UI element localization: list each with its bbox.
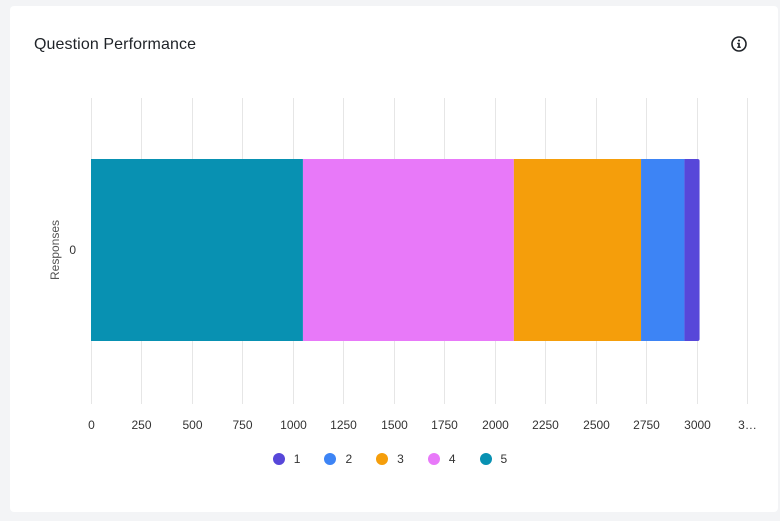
x-tick-label: 1000 (280, 418, 307, 432)
chart-legend: 1 2 3 4 5 (0, 452, 780, 466)
bar-segment-2[interactable] (641, 159, 685, 341)
x-tick-label: 1750 (431, 418, 458, 432)
legend-label: 5 (500, 452, 508, 466)
x-tick-label: 1500 (381, 418, 408, 432)
x-tick-label: 2500 (583, 418, 610, 432)
legend-swatch (427, 453, 440, 465)
y-axis-title: Responses (48, 220, 62, 280)
x-axis-ticks: 0 250 500 750 1000 1250 1500 1750 2000 2250 2500 27… (88, 418, 757, 432)
x-tick-label: 500 (182, 418, 202, 432)
x-tick-label: 750 (232, 418, 252, 432)
legend-swatch (324, 453, 337, 465)
legend-swatch (272, 453, 285, 465)
legend-label: 1 (293, 452, 301, 466)
legend-item-5[interactable]: 5 (479, 452, 508, 466)
x-tick-label: 250 (131, 418, 151, 432)
legend-label: 2 (345, 452, 353, 466)
x-tick-label: 3… (738, 418, 757, 432)
legend-item-3[interactable]: 3 (376, 452, 404, 466)
bar-segment-3[interactable] (513, 159, 642, 341)
x-tick-label: 1250 (330, 418, 357, 432)
x-tick-label: 0 (88, 418, 95, 432)
x-tick-label: 2750 (633, 418, 660, 432)
legend-item-4[interactable]: 4 (427, 452, 456, 466)
bar-segment-4[interactable] (302, 159, 514, 341)
y-tick-label: 0 (69, 243, 76, 257)
bar-group (91, 159, 700, 341)
legend-item-2[interactable]: 2 (324, 452, 352, 466)
y-axis-ticks: 0 (69, 243, 76, 257)
legend-label: 3 (397, 452, 404, 466)
x-tick-label: 3000 (684, 418, 711, 432)
bar-segment-1[interactable] (684, 159, 700, 341)
x-tick-label: 2250 (532, 418, 559, 432)
legend-swatch (376, 453, 389, 465)
card-title: Question Performance (34, 36, 197, 53)
legend-item-1[interactable]: 1 (272, 452, 301, 466)
info-circle-icon[interactable] (729, 34, 749, 54)
x-tick-label: 2000 (482, 418, 509, 432)
legend-label: 4 (448, 452, 456, 466)
legend-swatch (479, 453, 492, 465)
bar-segment-5[interactable] (91, 159, 303, 341)
